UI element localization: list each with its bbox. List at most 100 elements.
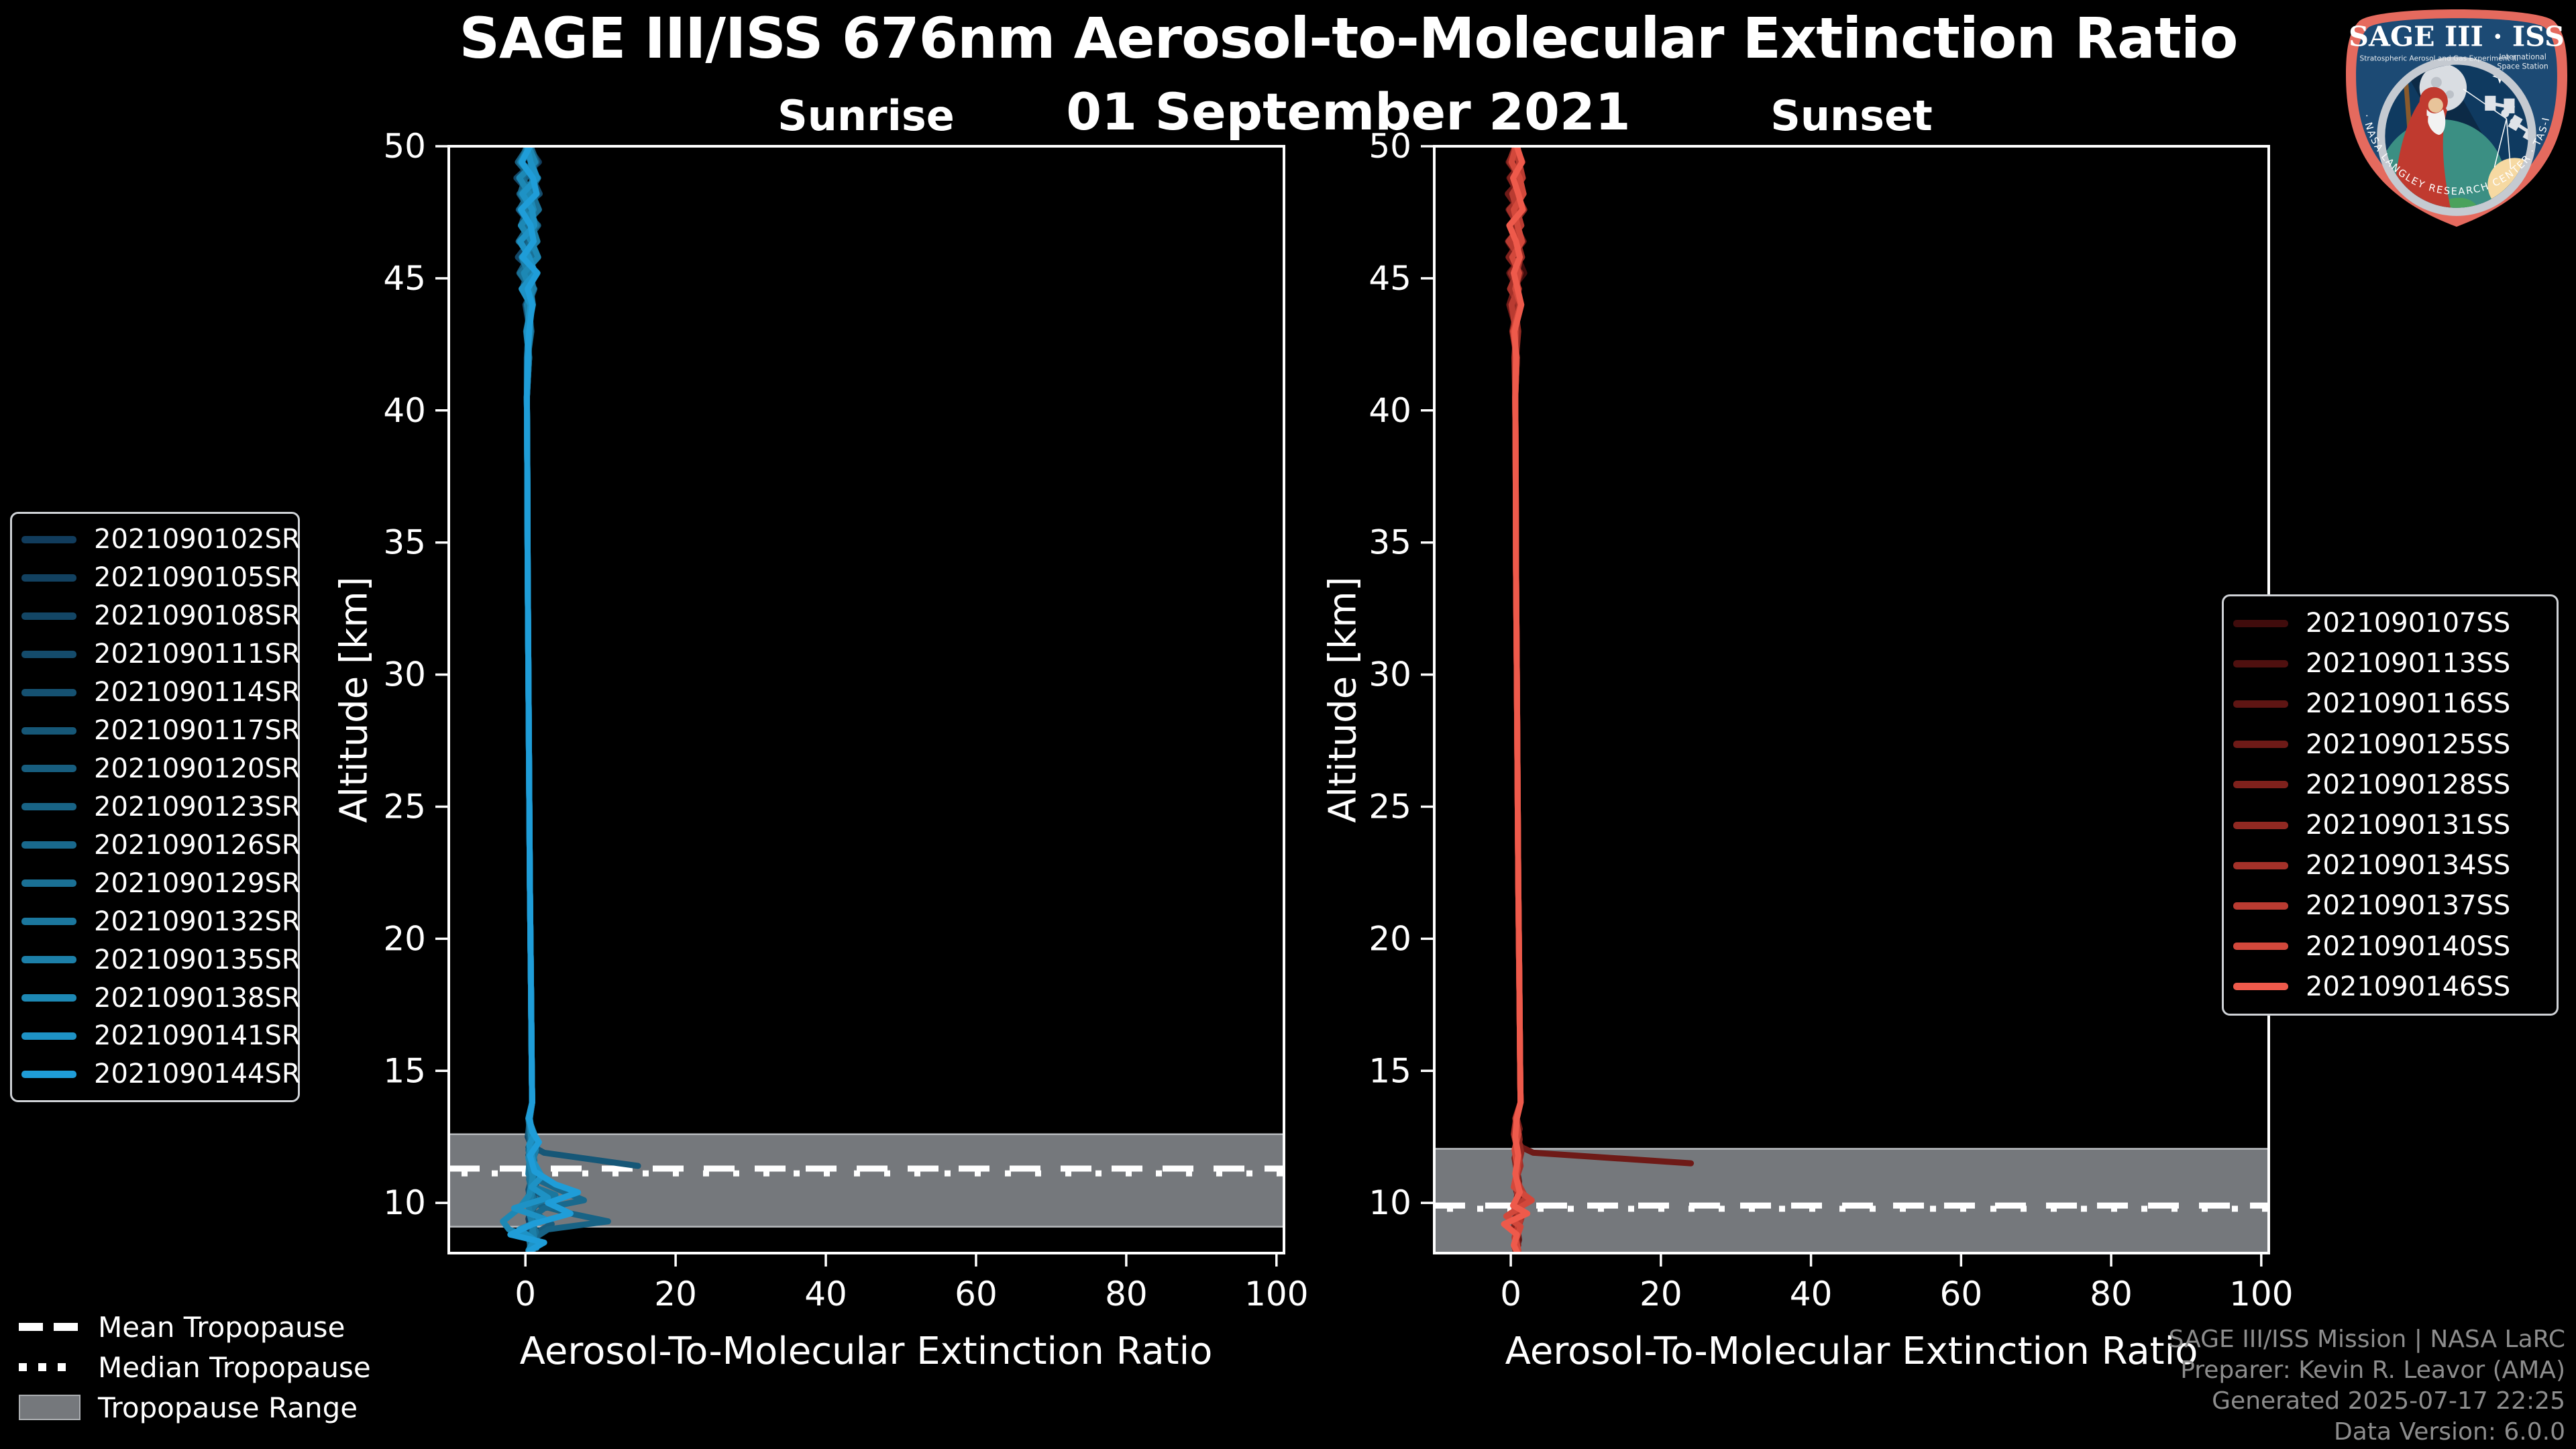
legend-item: 2021090105SR bbox=[21, 562, 301, 593]
legend-line-swatch-icon bbox=[21, 803, 76, 811]
legend-event-label: 2021090141SR bbox=[94, 1020, 301, 1052]
legend-event-label: 2021090125SS bbox=[2306, 729, 2511, 760]
y-tick-label: 15 bbox=[383, 1051, 426, 1090]
tropopause-range-legend-item: Tropopause Range bbox=[19, 1387, 371, 1428]
x-tick-label: 40 bbox=[804, 1275, 847, 1313]
legend-item: 2021090129SR bbox=[21, 868, 301, 899]
legend-line-swatch-icon bbox=[2233, 741, 2288, 749]
x-tick-label: 100 bbox=[2229, 1275, 2293, 1313]
tropopause-legend: Mean Tropopause Median Tropopause Tropop… bbox=[19, 1307, 371, 1428]
profiles-group bbox=[500, 146, 641, 1253]
y-tick-label: 50 bbox=[383, 127, 426, 166]
legend-event-label: 2021090123SR bbox=[94, 791, 301, 822]
legend-event-label: 2021090129SR bbox=[94, 867, 301, 899]
legend-event-label: 2021090137SS bbox=[2306, 890, 2511, 922]
y-tick-label: 45 bbox=[383, 259, 426, 298]
x-tick-label: 80 bbox=[2090, 1275, 2133, 1313]
y-tick-label: 45 bbox=[1368, 259, 1411, 298]
legend-line-swatch-icon bbox=[2233, 659, 2288, 667]
legend-item: 2021090131SS bbox=[2233, 810, 2547, 841]
mean-tropopause-dash-icon bbox=[19, 1323, 98, 1331]
footer-preparer-line: Preparer: Kevin R. Leavor (AMA) bbox=[2180, 1356, 2565, 1384]
legend-line-swatch-icon bbox=[21, 918, 76, 926]
y-tick-label: 30 bbox=[383, 655, 426, 694]
y-tick-label: 10 bbox=[1368, 1183, 1411, 1222]
x-tick-label: 100 bbox=[1244, 1275, 1308, 1313]
legend-item: 2021090113SS bbox=[2233, 648, 2547, 679]
legend-item: 2021090132SR bbox=[21, 906, 301, 937]
tropopause-range-band bbox=[1434, 1148, 2269, 1253]
legend-item: 2021090128SS bbox=[2233, 769, 2547, 800]
legend-event-label: 2021090108SR bbox=[94, 600, 301, 632]
sunrise-y-axis-label: Altitude [km] bbox=[332, 576, 376, 823]
legend-event-label: 2021090140SS bbox=[2306, 930, 2511, 962]
patch-subtitle-right-2: Space Station bbox=[2497, 62, 2548, 71]
y-tick-label: 40 bbox=[383, 391, 426, 430]
x-tick-label: 0 bbox=[1500, 1275, 1521, 1313]
legend-event-label: 2021090128SS bbox=[2306, 769, 2511, 800]
y-tick-label: 35 bbox=[383, 523, 426, 562]
legend-event-label: 2021090120SR bbox=[94, 753, 301, 784]
legend-item: 2021090102SR bbox=[21, 524, 301, 555]
patch-subtitle-left: Stratospheric Aerosol and Gas Experiment… bbox=[2360, 54, 2519, 62]
legend-line-swatch-icon bbox=[2233, 861, 2288, 869]
x-tick-label: 20 bbox=[1640, 1275, 1682, 1313]
patch-subtitle-right-1: International bbox=[2499, 52, 2546, 61]
legend-item: 2021090135SR bbox=[21, 945, 301, 975]
median-tropopause-dots-icon bbox=[19, 1363, 98, 1371]
event-profile-line bbox=[1501, 146, 1531, 1253]
x-tick-label: 20 bbox=[654, 1275, 697, 1313]
legend-line-swatch-icon bbox=[21, 612, 76, 620]
legend-item: 2021090111SR bbox=[21, 639, 301, 669]
legend-item: 2021090120SR bbox=[21, 753, 301, 784]
legend-line-swatch-icon bbox=[21, 650, 76, 658]
y-tick-label: 30 bbox=[1368, 655, 1411, 694]
legend-line-swatch-icon bbox=[21, 1070, 76, 1078]
legend-item: 2021090141SR bbox=[21, 1020, 301, 1051]
page-title: SAGE III/ISS 676nm Aerosol-to-Molecular … bbox=[459, 5, 2239, 71]
sunrise-panel-title: Sunrise bbox=[777, 91, 955, 140]
legend-item: 2021090126SR bbox=[21, 830, 301, 861]
x-tick-label: 80 bbox=[1105, 1275, 1148, 1313]
legend-line-swatch-icon bbox=[2233, 821, 2288, 829]
x-tick-label: 40 bbox=[1790, 1275, 1833, 1313]
legend-event-label: 2021090146SS bbox=[2306, 971, 2511, 1002]
sunrise-x-axis-label: Aerosol-To-Molecular Extinction Ratio bbox=[519, 1330, 1213, 1373]
legend-event-label: 2021090111SR bbox=[94, 639, 301, 670]
sunset-events-legend: 2021090107SS 2021090113SS 2021090116SS 2021… bbox=[2222, 594, 2559, 1016]
sunset-x-axis-label: Aerosol-To-Molecular Extinction Ratio bbox=[1505, 1330, 2198, 1373]
x-tick-label: 60 bbox=[1940, 1275, 1983, 1313]
y-tick-label: 15 bbox=[1368, 1051, 1411, 1090]
date-subtitle: 01 September 2021 bbox=[1066, 82, 1631, 142]
legend-line-swatch-icon bbox=[21, 574, 76, 582]
legend-item: 2021090137SS bbox=[2233, 890, 2547, 921]
legend-event-label: 2021090102SR bbox=[94, 524, 301, 555]
plot-border bbox=[1433, 145, 2270, 1254]
event-profile-line bbox=[1505, 146, 1695, 1167]
legend-line-swatch-icon bbox=[2233, 943, 2288, 951]
event-profile-line bbox=[507, 146, 582, 1253]
legend-event-label: 2021090113SS bbox=[2306, 648, 2511, 680]
legend-item: 2021090138SR bbox=[21, 983, 301, 1014]
plot-border bbox=[447, 145, 1285, 1254]
legend-line-swatch-icon bbox=[21, 1032, 76, 1040]
legend-line-swatch-icon bbox=[2233, 619, 2288, 627]
y-tick-label: 40 bbox=[1368, 391, 1411, 430]
mean-tropopause-label: Mean Tropopause bbox=[98, 1310, 345, 1344]
attribution-footer: SAGE III/ISS Mission | NASA LaRC Prepare… bbox=[2169, 1324, 2565, 1448]
legend-item: 2021090134SS bbox=[2233, 850, 2547, 881]
legend-event-label: 2021090135SR bbox=[94, 944, 301, 975]
y-tick-label: 25 bbox=[1368, 787, 1411, 826]
y-tick-label: 25 bbox=[383, 787, 426, 826]
legend-item: 2021090144SR bbox=[21, 1059, 301, 1089]
legend-line-swatch-icon bbox=[21, 994, 76, 1002]
legend-event-label: 2021090116SS bbox=[2306, 688, 2511, 720]
profiles-group bbox=[1501, 146, 1695, 1253]
legend-item: 2021090108SR bbox=[21, 600, 301, 631]
legend-event-label: 2021090105SR bbox=[94, 562, 301, 594]
legend-line-swatch-icon bbox=[21, 879, 76, 888]
legend-event-label: 2021090107SS bbox=[2306, 608, 2511, 639]
patch-scene bbox=[2385, 64, 2528, 208]
